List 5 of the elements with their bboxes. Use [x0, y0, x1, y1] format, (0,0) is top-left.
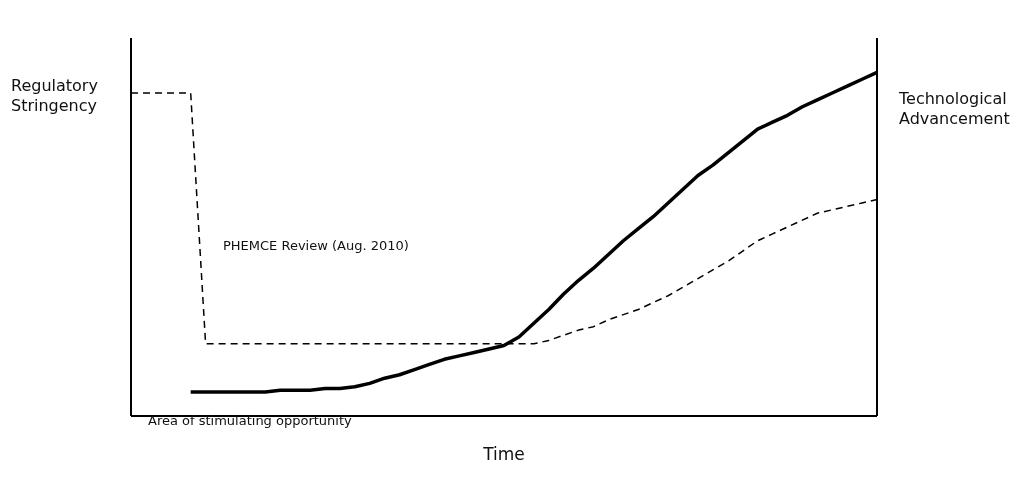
annotation: Area of stimulating opportunity: [148, 413, 352, 428]
text: Regulatory Stringency: [11, 75, 98, 115]
annotation: PHEMCE Review (Aug. 2010): [223, 238, 409, 253]
series-label: Technological Advancement: [898, 89, 1010, 129]
x-axis-title: Time: [482, 444, 525, 465]
